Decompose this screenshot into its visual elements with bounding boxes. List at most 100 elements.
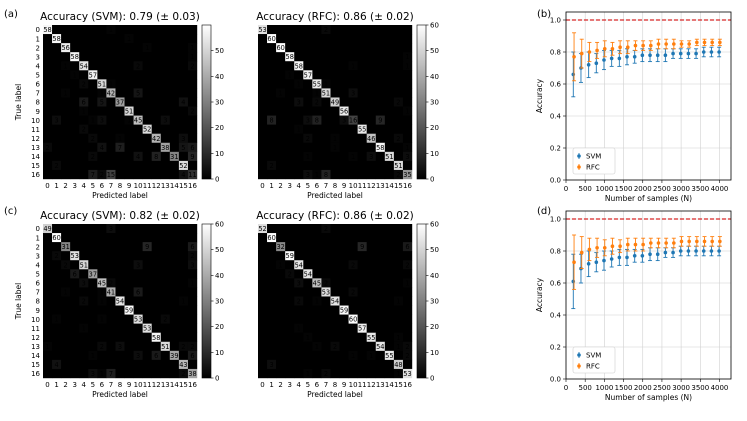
cell-value: 0	[64, 171, 68, 179]
matrix-cell	[330, 34, 340, 44]
matrix-cell	[393, 251, 404, 261]
cell-value: 31	[170, 153, 178, 161]
matrix-cell	[276, 350, 286, 361]
cell-value: 0	[181, 89, 185, 97]
matrix-cell	[384, 224, 395, 234]
colorbar-tick-label: 10	[215, 150, 224, 158]
cell-value: 3	[297, 279, 301, 287]
cell-value: 0	[288, 117, 292, 125]
cell-value: 15	[107, 171, 115, 179]
matrix-cell	[357, 124, 367, 134]
matrix-cell	[348, 350, 358, 361]
y-axis-label: True label	[14, 283, 23, 320]
matrix-cell	[124, 52, 134, 62]
matrix-cell	[151, 79, 161, 89]
matrix-cell	[79, 88, 89, 98]
cell-value: 4	[100, 144, 104, 152]
matrix-cell	[321, 115, 331, 125]
cell-value: 0	[64, 352, 68, 360]
matrix-cell	[115, 43, 125, 53]
cell-value: 0	[333, 35, 337, 43]
matrix-cell	[384, 106, 395, 116]
matrix-cell	[366, 269, 376, 279]
cell-value: 2	[82, 298, 86, 306]
cell-value: 0	[315, 261, 319, 269]
matrix-cell	[357, 34, 367, 44]
matrix-cell	[321, 133, 331, 143]
cell-value: 0	[109, 162, 113, 170]
matrix-cell	[375, 142, 386, 153]
matrix-cell	[187, 124, 198, 134]
cell-value: 0	[145, 307, 149, 315]
x-tick-label: 15	[179, 381, 188, 389]
matrix-cell	[330, 115, 340, 125]
cell-value: 0	[136, 225, 140, 233]
cell-value: 0	[369, 270, 373, 278]
cell-value: 0	[405, 126, 409, 134]
matrix-cell	[312, 88, 322, 98]
cell-value: 0	[154, 35, 158, 43]
matrix-cell	[97, 160, 107, 171]
matrix-cell	[375, 251, 386, 261]
matrix-cell	[61, 296, 71, 306]
cell-value: 0	[288, 108, 292, 116]
matrix-cell	[43, 34, 53, 44]
matrix-cell	[187, 251, 198, 261]
cell-value: 0	[163, 252, 167, 260]
cell-value: 0	[378, 89, 382, 97]
colorbar-tick-label: 60	[430, 221, 439, 229]
matrix-cell	[285, 305, 295, 315]
cell-value: 0	[351, 71, 355, 79]
x-tick-label: 12	[152, 381, 161, 389]
matrix-cell	[142, 251, 152, 261]
matrix-cell	[393, 314, 404, 324]
cell-value: 0	[163, 298, 167, 306]
matrix-cell	[303, 260, 313, 270]
matrix-cell	[124, 296, 134, 306]
cell-value: 0	[82, 252, 86, 260]
matrix-cell	[133, 34, 143, 44]
cell-value: 0	[315, 307, 319, 315]
cell-value: 0	[127, 361, 131, 369]
matrix-cell	[88, 350, 98, 361]
matrix-cell	[285, 88, 295, 98]
cell-value: 0	[369, 343, 373, 351]
cell-value: 0	[306, 234, 310, 242]
matrix-cell	[294, 332, 304, 342]
cell-value: 2	[163, 316, 167, 324]
matrix-cell	[61, 314, 71, 324]
cell-value: 1	[82, 325, 86, 333]
matrix-cell	[384, 70, 395, 80]
cell-value: 0	[396, 270, 400, 278]
matrix-cell	[375, 323, 386, 333]
matrix-cell	[43, 278, 53, 288]
matrix-cell	[375, 260, 386, 270]
cell-value: 0	[297, 117, 301, 125]
cell-value: 0	[387, 279, 391, 287]
cell-value: 0	[109, 352, 113, 360]
data-point	[718, 239, 722, 244]
cell-value: 0	[306, 298, 310, 306]
cell-value: 0	[342, 89, 346, 97]
matrix-cell	[61, 124, 71, 134]
matrix-cell	[366, 115, 376, 125]
matrix-cell	[258, 323, 268, 333]
cell-value: 0	[324, 153, 328, 161]
x-tick-label: 3	[287, 381, 291, 389]
matrix-cell	[70, 332, 80, 342]
cell-value: 0	[405, 252, 409, 260]
cell-value: 0	[45, 35, 49, 43]
cell-value: 0	[54, 44, 58, 52]
cell-value: 0	[91, 288, 95, 296]
cell-value: 0	[351, 135, 355, 143]
matrix-cell	[258, 314, 268, 324]
matrix-cell	[285, 52, 295, 62]
cell-value: 0	[342, 361, 346, 369]
cell-value: 0	[279, 288, 283, 296]
cell-value: 0	[54, 89, 58, 97]
matrix-cell	[267, 242, 277, 252]
cell-value: 1	[297, 325, 301, 333]
cell-value: 0	[172, 80, 176, 88]
cell-value: 37	[116, 99, 124, 107]
matrix-cell	[160, 70, 171, 80]
